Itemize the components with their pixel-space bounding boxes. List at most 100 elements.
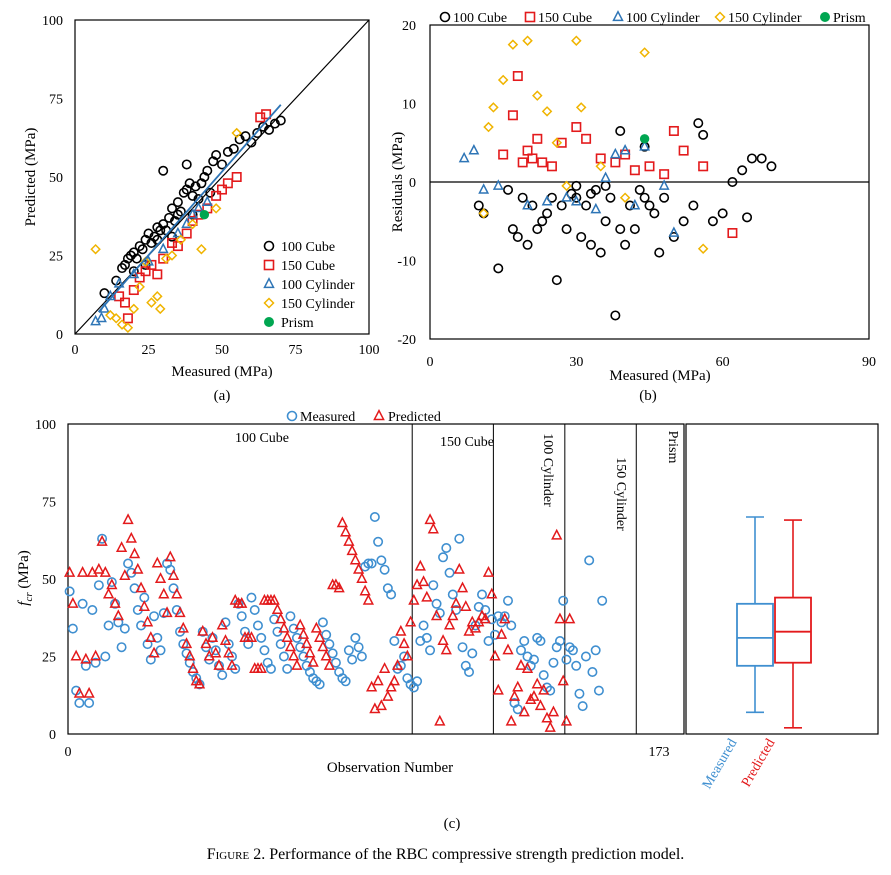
panel-b-point-150-cube: [629, 165, 640, 176]
panel-c-measured-point: [275, 639, 286, 650]
panel-c-predicted-point: [343, 534, 355, 546]
panel-c-predicted-point: [297, 627, 310, 639]
panel-c-y-axis-label-sub: cr: [23, 592, 35, 602]
panel-c-predicted-point: [109, 596, 121, 608]
panel-c-predicted-point: [200, 637, 212, 649]
panel-c-measured-point: [447, 589, 458, 600]
panel-b-point-150-cube: [546, 161, 557, 172]
panel-c-measured-point: [389, 635, 400, 646]
panel-c-predicted-point: [564, 612, 576, 624]
panel-a-point-150-cylinder: [110, 313, 122, 324]
panel-b-point-100-cylinder: [478, 183, 490, 194]
panel-a-x-tick: 50: [215, 343, 229, 358]
panel-a-point-100-cylinder: [157, 242, 169, 254]
panel-c-measured-point: [431, 598, 442, 609]
panel-c-predicted-point: [382, 689, 394, 701]
panel-b-point-150-cylinder: [575, 102, 587, 113]
panel-b-point-100-cube: [644, 200, 655, 211]
panel-c-measured-point: [593, 685, 604, 696]
panel-c-predicted-point: [534, 699, 547, 711]
panel-c-predicted-point: [125, 531, 137, 543]
panel-c-predicted-point: [460, 600, 472, 611]
panel-b-y-tick: 10: [402, 98, 416, 113]
panel-c-predicted-point: [437, 634, 449, 646]
panel-b-point-150-cube: [727, 228, 738, 239]
panel-a-y-tick: 25: [49, 250, 63, 265]
panel-c-measured-point: [532, 632, 543, 643]
panel-c-measured-point: [184, 657, 195, 668]
panel-b-legend: 100 Cube 150 Cube 100 Cylinder 150 Cylinder…: [439, 10, 866, 26]
panel-b-y-tick: -10: [397, 255, 416, 270]
panel-b-point-100-cube: [649, 208, 660, 219]
panel-c-measured-point: [428, 580, 439, 591]
panel-c-measured-point: [324, 639, 335, 650]
panel-a-series: [74, 19, 370, 335]
panel-a-legend-label-100-cube: 100 Cube: [281, 240, 335, 255]
panel-c-measured-point: [168, 583, 179, 594]
panel-c-legend: Measured Predicted: [286, 408, 441, 425]
panel-c-predicted-point: [518, 705, 530, 717]
panel-b-point-100-cube: [746, 153, 757, 164]
panel-a-point-150-cylinder: [146, 297, 157, 308]
panel-a-legend-marker-100-cube: [263, 240, 275, 252]
panel-c-measured-point: [580, 651, 591, 662]
panel-b-point-prism: [639, 134, 650, 144]
panel-a-point-100-cube: [205, 187, 216, 198]
panel-c-predicted-point: [528, 689, 540, 701]
panel-b-point-100-cube: [542, 208, 553, 219]
panel-c-measured-point: [217, 670, 228, 681]
panel-a-legend: 100 Cube 150 Cube 100 Cylinder 150 Cylinder…: [263, 240, 355, 331]
panel-a-point-100-cube: [211, 150, 222, 161]
panel-c-predicted-point: [430, 609, 443, 621]
panel-c-predicted-point: [544, 720, 556, 732]
panel-b-point-100-cube: [600, 216, 611, 227]
panel-c-predicted-point: [453, 562, 465, 574]
panel-c-predicted-point: [385, 680, 397, 692]
panel-c-group-dividers: 100 Cube 150 Cube 100 Cylinder 150 Cylinder…: [235, 424, 680, 734]
panel-c-ticks: 0 25 50 75 100 0 173: [35, 418, 670, 760]
panel-b-point-100-cube: [727, 177, 738, 188]
panel-b-point-150-cylinder: [507, 39, 519, 50]
panel-b-point-100-cube: [620, 239, 631, 250]
panel-b-legend-label-100-cylinder: 100 Cylinder: [626, 11, 700, 26]
panel-b-point-150-cube: [581, 133, 592, 144]
panel-b-point-150-cylinder: [619, 192, 631, 203]
panel-a-point-100-cube: [275, 115, 286, 126]
panel-c-predicted-point: [210, 646, 222, 658]
panel-c-predicted-point: [288, 649, 300, 661]
boxplot-predicted-category-label: Predicted: [739, 737, 778, 790]
panel-c-measured-point: [106, 577, 117, 588]
panel-c-measured-point: [158, 608, 169, 619]
panel-b-point-100-cylinder: [492, 179, 504, 190]
panel-a-point-150-cylinder: [196, 243, 207, 255]
panel-c-measured-point: [577, 701, 588, 712]
panel-c-predicted-point: [158, 587, 170, 599]
panel-c-legend-label-predicted: Predicted: [388, 410, 441, 425]
panel-c-predicted-point: [391, 658, 404, 670]
panel-c-measured-point: [90, 657, 101, 668]
panel-b-y-tick: -20: [397, 333, 416, 348]
panel-a-point-150-cube: [211, 190, 222, 201]
panel-c-measured-point: [395, 660, 406, 671]
panel-c-predicted-point: [138, 600, 150, 611]
panel-c-predicted-point: [128, 547, 141, 559]
panel-a-point-150-cube: [181, 228, 192, 239]
panel-c-predicted-point: [76, 565, 89, 577]
panel-b-point-100-cube: [493, 263, 504, 274]
panel-c-predicted-point: [427, 522, 439, 534]
panel-c-predicted-point: [440, 643, 452, 655]
panel-a-y-tick: 0: [56, 328, 63, 343]
panel-c-predicted-point: [359, 584, 371, 596]
panel-c-measured-point: [535, 635, 546, 646]
panel-a-point-100-cube: [172, 197, 183, 208]
panel-c-predicted-point: [421, 590, 433, 602]
panel-a-trend-line: [97, 104, 282, 313]
panel-b-x-tick: 0: [427, 355, 434, 370]
panel-c-predicted-point: [508, 689, 521, 701]
panel-c-group-label-150-cube: 150 Cube: [440, 435, 494, 450]
panel-c-predicted-point: [375, 699, 387, 711]
panel-c-y-axis-label-unit: (MPa): [16, 550, 32, 592]
panel-c-measured-point: [467, 648, 478, 659]
panel-c-measured-point: [554, 635, 565, 646]
